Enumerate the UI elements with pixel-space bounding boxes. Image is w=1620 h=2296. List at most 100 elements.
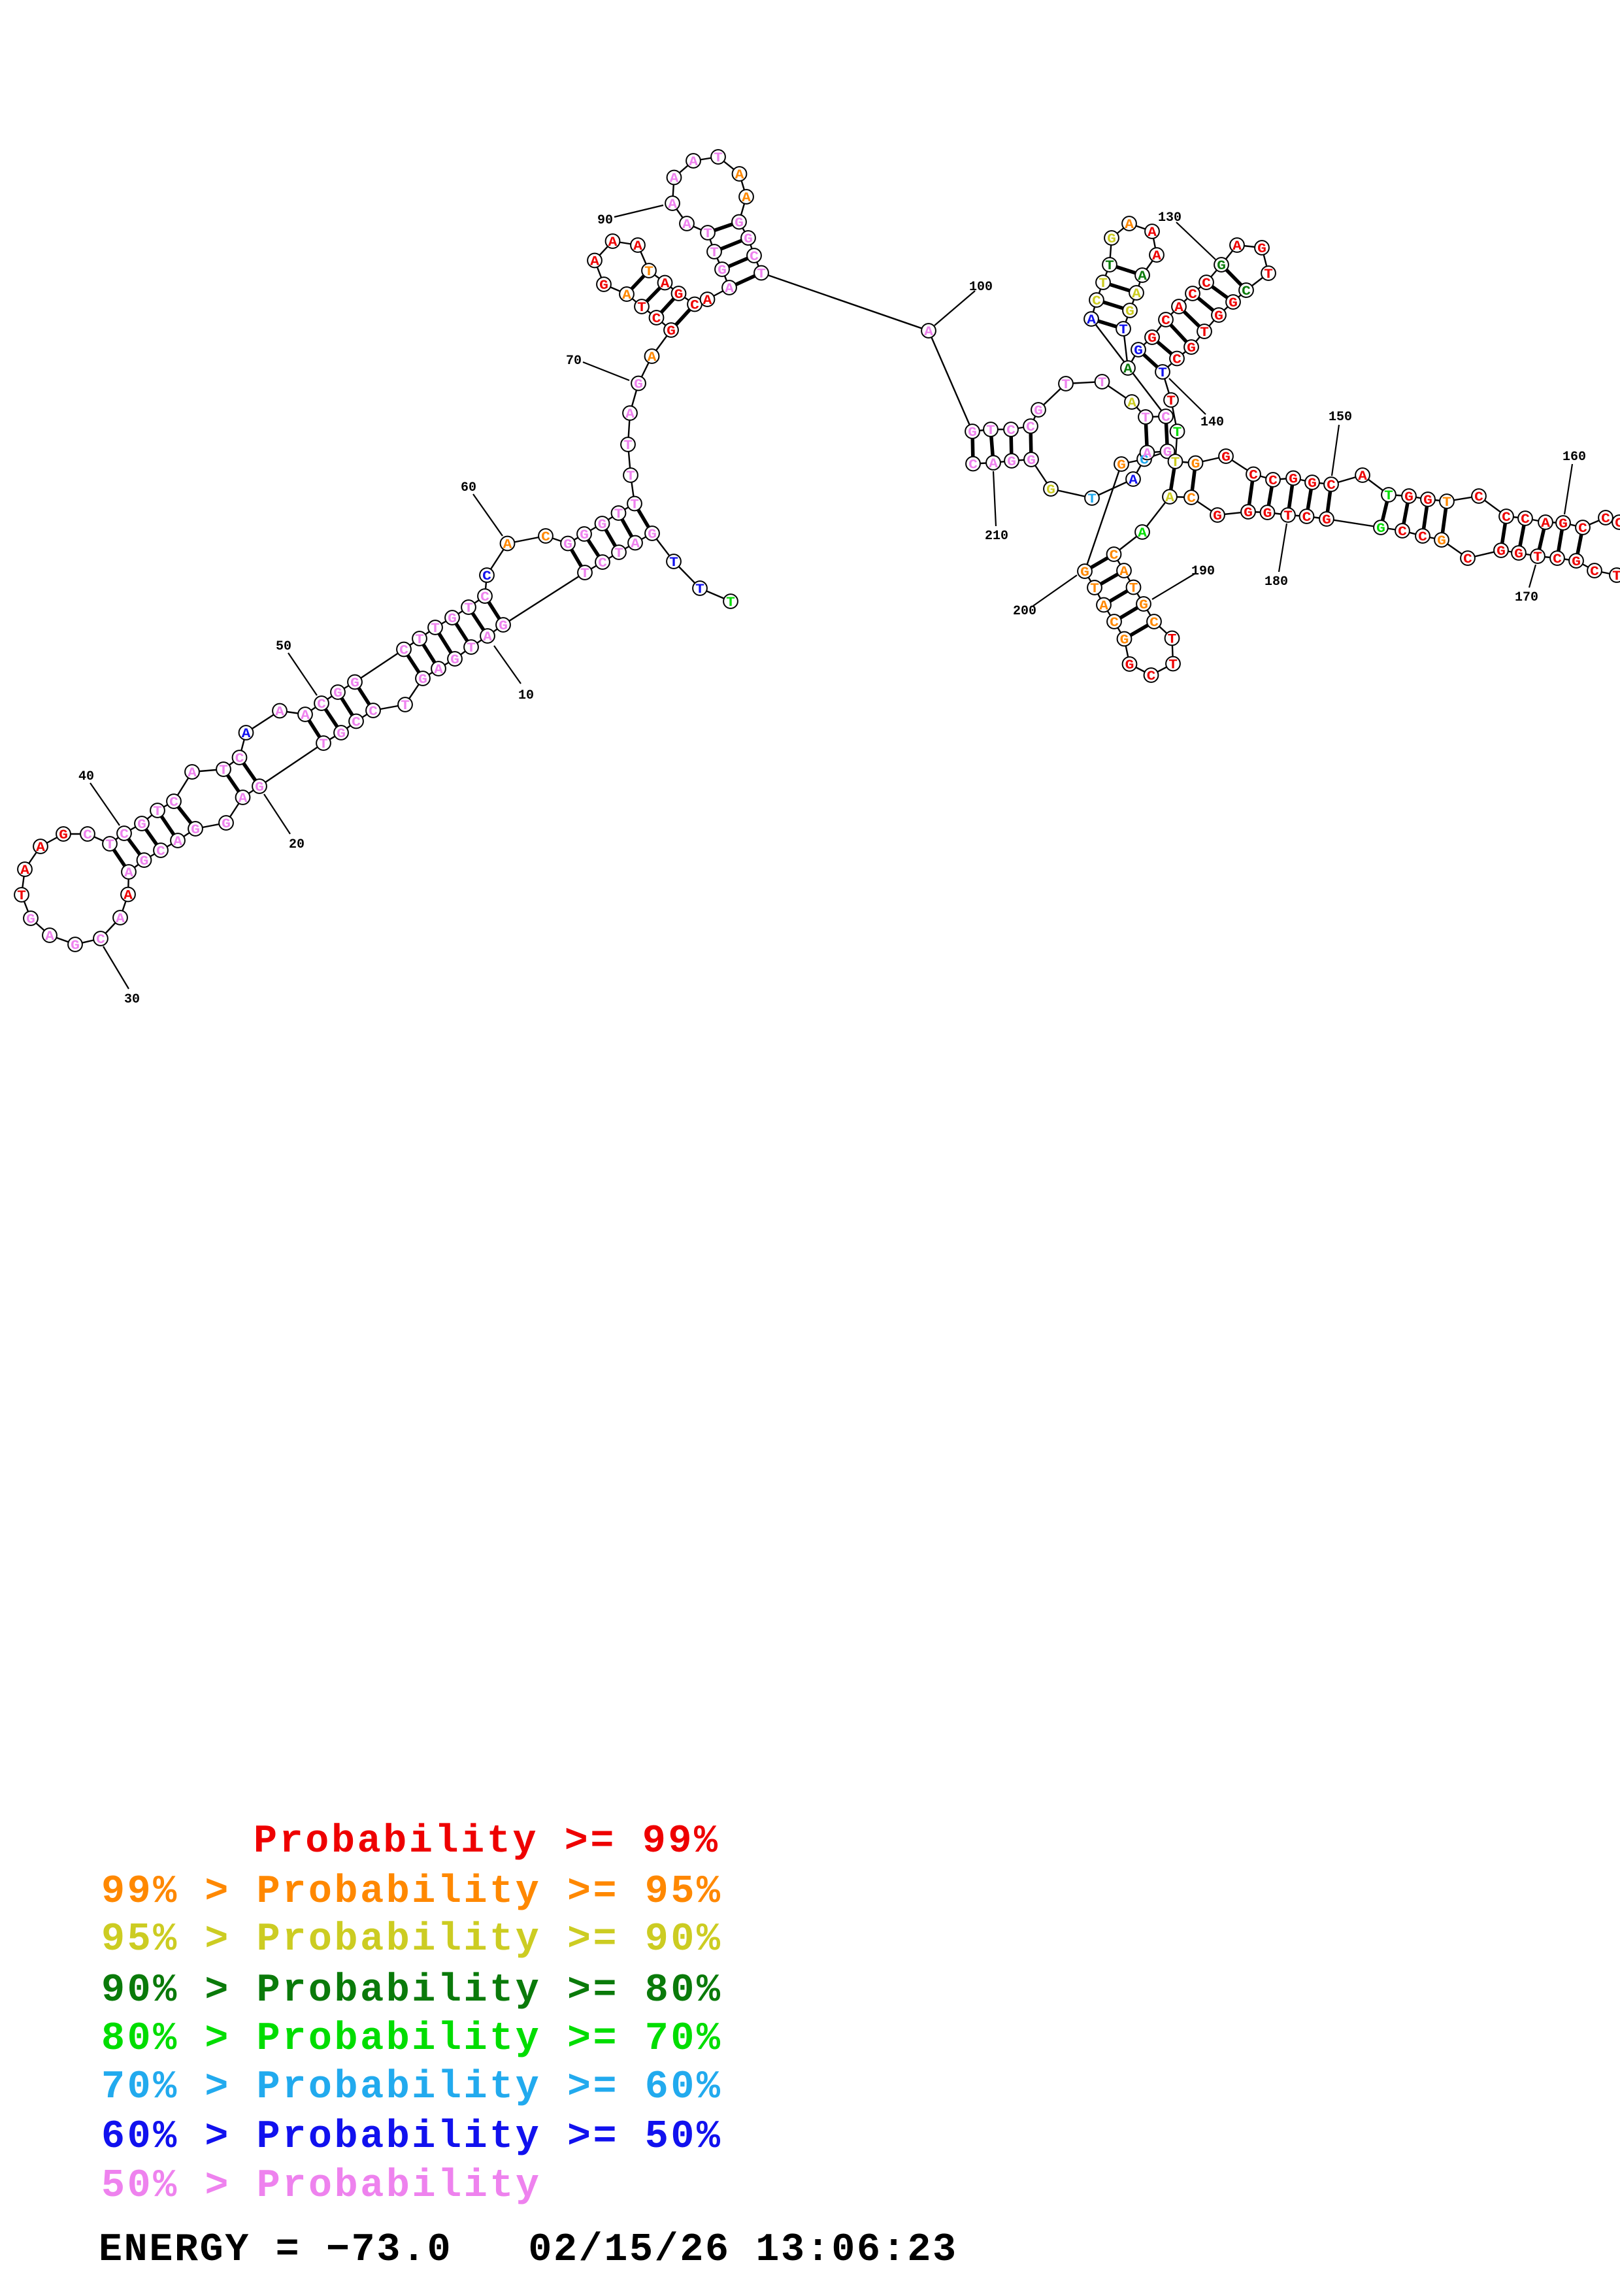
svg-text:G: G [563, 538, 572, 553]
svg-text:T: T [1158, 366, 1167, 381]
svg-text:G: G [580, 528, 589, 543]
svg-text:C: C [1302, 510, 1312, 525]
svg-text:C: C [1161, 314, 1170, 329]
svg-text:A: A [924, 325, 933, 340]
svg-text:G: G [450, 653, 459, 668]
svg-text:T: T [726, 595, 735, 610]
svg-text:T: T [614, 507, 623, 522]
svg-text:T: T [1061, 378, 1070, 393]
svg-text:T: T [626, 469, 635, 484]
svg-text:C: C [480, 590, 489, 605]
svg-text:C: C [598, 556, 607, 571]
svg-text:C: C [1521, 512, 1530, 527]
svg-text:C: C [1187, 491, 1196, 507]
svg-text:A: A [242, 727, 251, 742]
svg-text:C: C [1110, 616, 1119, 631]
svg-text:A: A [1232, 239, 1242, 254]
svg-text:G: G [1244, 506, 1253, 521]
svg-text:C: C [1590, 565, 1599, 580]
svg-text:G: G [744, 232, 753, 247]
svg-text:A: A [661, 277, 670, 292]
svg-text:C: C [1474, 490, 1483, 505]
svg-text:G: G [59, 828, 68, 843]
svg-text:140: 140 [1200, 415, 1224, 430]
svg-text:A: A [735, 168, 744, 183]
svg-text:10: 10 [518, 688, 534, 703]
svg-text:T: T [703, 227, 712, 242]
svg-text:A: A [989, 457, 998, 472]
svg-text:T: T [1612, 569, 1620, 584]
svg-text:T: T [219, 763, 228, 778]
svg-text:C: C [1149, 616, 1159, 631]
svg-text:90: 90 [597, 213, 613, 228]
svg-text:G: G [1221, 450, 1231, 465]
svg-text:50% > Probability: 50% > Probability [101, 2164, 539, 2208]
svg-text:A: A [434, 663, 443, 678]
svg-text:G: G [718, 263, 727, 278]
svg-text:T: T [1200, 325, 1209, 341]
svg-text:C: C [120, 827, 129, 842]
svg-text:A: A [622, 288, 631, 303]
svg-text:200: 200 [1013, 604, 1036, 619]
svg-text:T: T [467, 641, 476, 656]
svg-text:C: C [1161, 410, 1170, 425]
svg-text:C: C [1140, 454, 1149, 469]
svg-text:G: G [1148, 331, 1157, 346]
svg-text:G: G [634, 378, 643, 393]
svg-text:A: A [1358, 469, 1367, 484]
svg-text:A: A [625, 407, 635, 422]
svg-text:G: G [418, 673, 427, 688]
svg-text:130: 130 [1158, 210, 1182, 225]
svg-text:C: C [1601, 512, 1610, 527]
svg-text:G: G [222, 817, 231, 832]
svg-text:G: G [191, 823, 200, 838]
svg-text:G: G [26, 912, 35, 927]
svg-text:170: 170 [1515, 590, 1538, 605]
svg-text:T: T [464, 601, 473, 616]
svg-text:C: C [1172, 353, 1182, 368]
svg-text:C: C [541, 530, 550, 545]
svg-text:T: T [630, 498, 639, 513]
svg-text:G: G [333, 686, 342, 701]
svg-text:A: A [275, 705, 284, 720]
svg-text:C: C [317, 697, 326, 712]
svg-text:T: T [1283, 509, 1293, 524]
svg-text:A: A [608, 235, 618, 250]
svg-text:T: T [1141, 411, 1150, 426]
svg-text:A: A [1143, 447, 1152, 462]
svg-text:G: G [255, 780, 264, 795]
svg-text:C: C [482, 569, 491, 584]
svg-text:T: T [637, 301, 646, 316]
svg-text:G: G [1187, 341, 1196, 356]
svg-text:T: T [105, 838, 114, 853]
svg-text:C: C [1006, 424, 1016, 439]
svg-text:T: T [1087, 492, 1097, 507]
svg-text:C: C [1188, 288, 1197, 303]
svg-text:G: G [968, 425, 977, 441]
svg-text:C: C [1418, 530, 1427, 545]
svg-text:T: T [714, 151, 723, 166]
svg-text:190: 190 [1191, 564, 1215, 579]
svg-text:C: C [1202, 276, 1211, 291]
svg-text:C: C [1268, 474, 1278, 489]
svg-text:T: T [757, 267, 766, 282]
svg-text:T: T [1099, 276, 1108, 291]
svg-text:A: A [1152, 249, 1161, 264]
svg-text:G: G [350, 676, 359, 691]
svg-text:T: T [1168, 658, 1178, 673]
svg-text:T: T [1098, 376, 1107, 391]
svg-text:G: G [1120, 633, 1129, 648]
svg-text:G: G [1559, 517, 1568, 532]
svg-text:20: 20 [289, 837, 305, 852]
svg-text:G: G [1080, 565, 1089, 580]
svg-text:A: A [20, 863, 29, 878]
svg-text:G: G [735, 216, 744, 231]
svg-text:A: A [1129, 473, 1138, 488]
svg-text:G: G [499, 619, 508, 634]
svg-text:A: A [1541, 516, 1550, 531]
svg-text:T: T [153, 805, 162, 820]
svg-text:T: T [669, 556, 678, 571]
svg-text:G: G [1027, 454, 1036, 469]
svg-text:60: 60 [461, 480, 476, 495]
svg-text:A: A [590, 255, 599, 270]
